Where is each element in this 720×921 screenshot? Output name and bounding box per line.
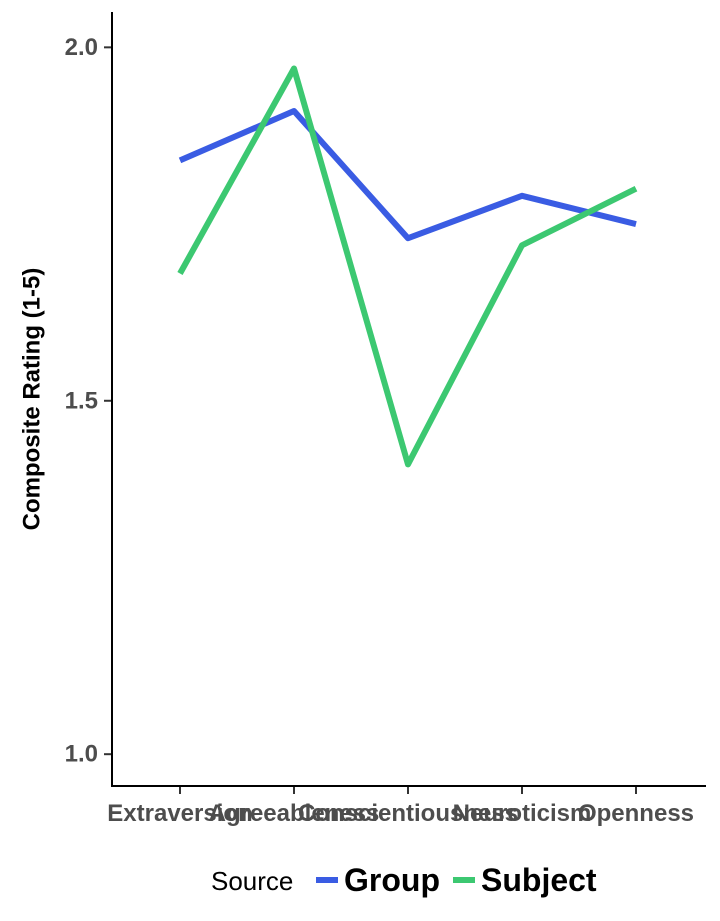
x-tick-label: Agreeableness xyxy=(209,800,380,827)
y-tick-label: 1.0 xyxy=(65,741,98,768)
x-axis-ticks: ExtraversionAgreeablenessConscientiousne… xyxy=(107,786,694,827)
series-line-subject xyxy=(177,65,638,468)
y-tick-label: 2.0 xyxy=(65,34,98,61)
x-tick-label: Conscientiousness xyxy=(298,800,518,827)
legend: Source Group Subject xyxy=(211,862,597,898)
x-tick-label: Neuroticism xyxy=(453,800,592,827)
legend-label-subject: Subject xyxy=(481,862,597,898)
y-axis-title: Composite Rating (1-5) xyxy=(18,268,45,531)
x-tick-label: Extraversion xyxy=(107,800,252,827)
series-layer xyxy=(177,65,638,468)
y-axis-ticks: 1.0 1.5 2.0 xyxy=(65,34,112,768)
y-tick-label: 1.5 xyxy=(65,387,98,414)
legend-label-group: Group xyxy=(344,862,440,898)
legend-title: Source xyxy=(211,866,293,896)
series-line-group xyxy=(178,108,637,242)
x-tick-label: Openness xyxy=(578,800,694,827)
